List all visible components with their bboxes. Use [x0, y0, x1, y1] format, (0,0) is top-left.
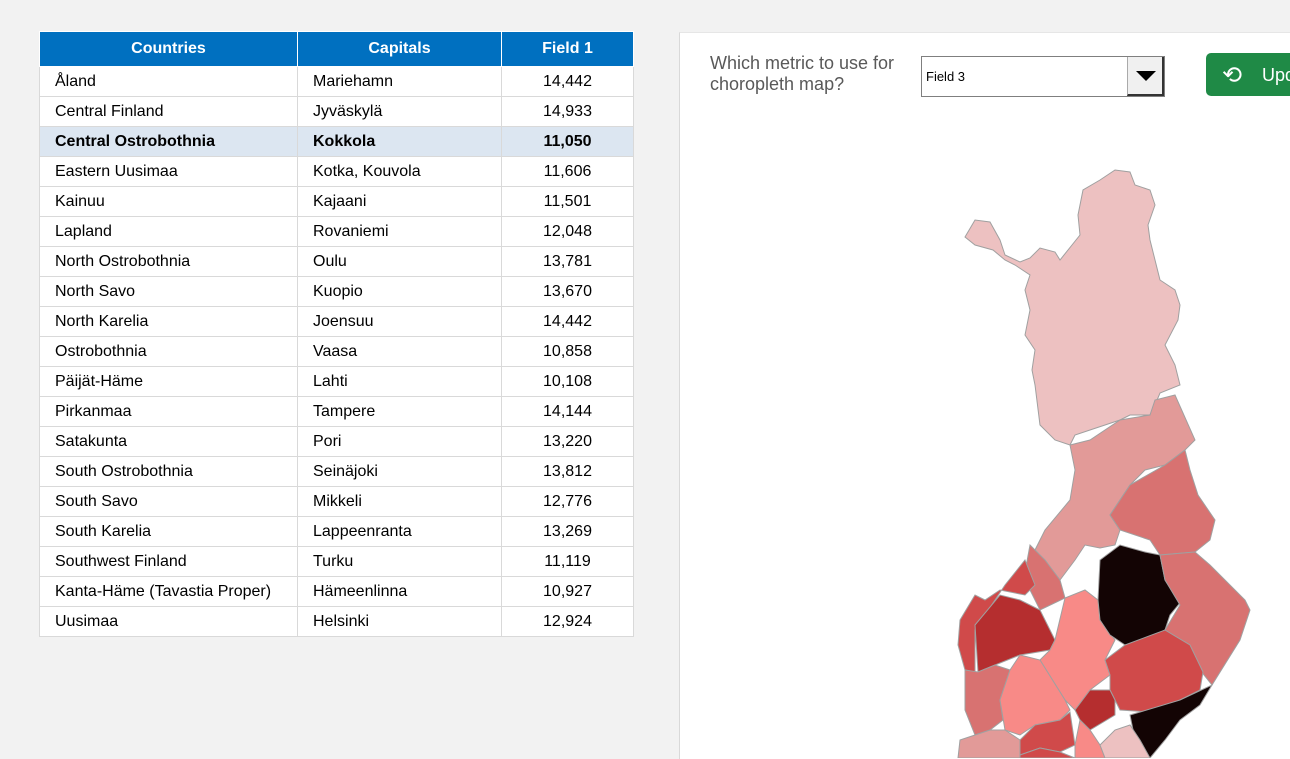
cell-country[interactable]: Central Ostrobothnia [39, 126, 298, 157]
cell-country[interactable]: North Savo [39, 276, 298, 307]
cell-country[interactable]: South Karelia [39, 516, 298, 547]
cell-capital[interactable]: Pori [297, 426, 502, 457]
table-row[interactable]: Ostrobothnia Vaasa 10,858 [39, 336, 634, 367]
cell-field1[interactable]: 11,606 [501, 156, 634, 187]
refresh-icon: ⟲ [1222, 62, 1243, 89]
cell-capital[interactable]: Jyväskylä [297, 96, 502, 127]
data-table: Countries Capitals Field 1 Åland Marieham… [39, 31, 634, 637]
table-row[interactable]: Central Ostrobothnia Kokkola 11,050 [39, 126, 634, 157]
cell-field1[interactable]: 10,108 [501, 366, 634, 397]
table-row[interactable]: Satakunta Pori 13,220 [39, 426, 634, 457]
table-row[interactable]: Pirkanmaa Tampere 14,144 [39, 396, 634, 427]
cell-field1[interactable]: 10,858 [501, 336, 634, 367]
cell-country[interactable]: Central Finland [39, 96, 298, 127]
table-row[interactable]: Päijät-Häme Lahti 10,108 [39, 366, 634, 397]
table-row[interactable]: South Savo Mikkeli 12,776 [39, 486, 634, 517]
cell-field1[interactable]: 13,220 [501, 426, 634, 457]
header-capitals[interactable]: Capitals [297, 31, 502, 67]
table-row[interactable]: Central Finland Jyväskylä 14,933 [39, 96, 634, 127]
cell-field1[interactable]: 10,927 [501, 576, 634, 607]
header-field1[interactable]: Field 1 [501, 31, 634, 67]
map-region-southwest-finland[interactable] [957, 729, 1021, 758]
metric-select-value: Field 3 [926, 69, 966, 84]
cell-capital[interactable]: Kuopio [297, 276, 502, 307]
map-region-north-savo[interactable] [1097, 544, 1181, 646]
cell-capital[interactable]: Tampere [297, 396, 502, 427]
cell-country[interactable]: South Savo [39, 486, 298, 517]
cell-field1[interactable]: 14,933 [501, 96, 634, 127]
map-region-uusimaa[interactable] [1019, 747, 1076, 758]
cell-field1[interactable]: 11,501 [501, 186, 634, 217]
metric-question: Which metric to use for choropleth map? [710, 53, 895, 94]
table-row[interactable]: North Karelia Joensuu 14,442 [39, 306, 634, 337]
map-region-kainuu[interactable] [1109, 449, 1216, 556]
cell-field1[interactable]: 12,776 [501, 486, 634, 517]
cell-field1[interactable]: 11,050 [501, 126, 634, 157]
cell-capital[interactable]: Kokkola [297, 126, 502, 157]
cell-capital[interactable]: Kotka, Kouvola [297, 156, 502, 187]
table-row[interactable]: Kainuu Kajaani 11,501 [39, 186, 634, 217]
cell-field1[interactable]: 12,924 [501, 606, 634, 637]
table-row[interactable]: South Karelia Lappeenranta 13,269 [39, 516, 634, 547]
table-row[interactable]: Southwest Finland Turku 11,119 [39, 546, 634, 577]
cell-capital[interactable]: Hämeenlinna [297, 576, 502, 607]
table-row[interactable]: Åland Mariehamn 14,442 [39, 66, 634, 97]
map-region-north-karelia[interactable] [1159, 551, 1251, 686]
cell-country[interactable]: Ostrobothnia [39, 336, 298, 367]
cell-capital[interactable]: Turku [297, 546, 502, 577]
update-button-label: Upd [1262, 65, 1290, 85]
table-row[interactable]: Eastern Uusimaa Kotka, Kouvola 11,606 [39, 156, 634, 187]
table-row[interactable]: Uusimaa Helsinki 12,924 [39, 606, 634, 637]
cell-capital[interactable]: Mariehamn [297, 66, 502, 97]
cell-country[interactable]: South Ostrobothnia [39, 456, 298, 487]
cell-country[interactable]: Eastern Uusimaa [39, 156, 298, 187]
map-region-kymenlaakso[interactable] [1099, 724, 1151, 758]
cell-capital[interactable]: Vaasa [297, 336, 502, 367]
cell-field1[interactable]: 14,442 [501, 66, 634, 97]
cell-country[interactable]: North Karelia [39, 306, 298, 337]
update-button[interactable]: ⟲ Upd [1206, 53, 1290, 96]
cell-country[interactable]: Southwest Finland [39, 546, 298, 577]
cell-country[interactable]: Uusimaa [39, 606, 298, 637]
cell-field1[interactable]: 13,269 [501, 516, 634, 547]
cell-field1[interactable]: 13,812 [501, 456, 634, 487]
table-row[interactable]: Lapland Rovaniemi 12,048 [39, 216, 634, 247]
map-region-lapland[interactable] [964, 169, 1181, 446]
cell-capital[interactable]: Kajaani [297, 186, 502, 217]
metric-select[interactable]: Field 3 [921, 56, 1165, 97]
cell-country[interactable]: Pirkanmaa [39, 396, 298, 427]
header-countries[interactable]: Countries [39, 31, 298, 67]
cell-capital[interactable]: Rovaniemi [297, 216, 502, 247]
chevron-down-icon[interactable] [1127, 57, 1164, 96]
cell-field1[interactable]: 13,781 [501, 246, 634, 277]
cell-field1[interactable]: 11,119 [501, 546, 634, 577]
cell-country[interactable]: Lapland [39, 216, 298, 247]
